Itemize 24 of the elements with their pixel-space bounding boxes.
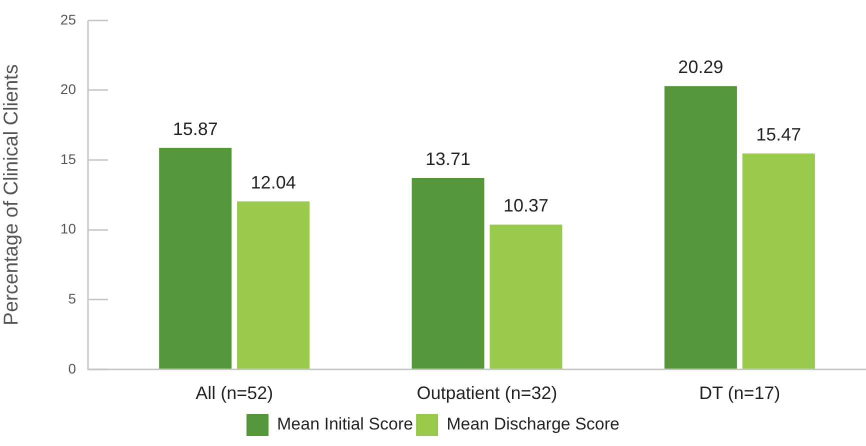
bar	[237, 201, 310, 369]
x-tick-label: DT (n=17)	[699, 383, 780, 404]
bar	[742, 153, 815, 369]
y-tick-label: 20	[60, 81, 76, 98]
y-tick-label: 0	[68, 360, 76, 376]
y-tick-label: 10	[60, 220, 76, 237]
data-label: 20.29	[678, 57, 724, 78]
bar	[664, 86, 737, 369]
legend-label: Mean Initial Score	[277, 414, 414, 434]
data-label: 15.87	[172, 118, 218, 139]
data-label: 12.04	[250, 172, 296, 192]
bar	[412, 178, 484, 369]
bar	[490, 224, 562, 369]
x-tick-label: Outpatient (n=32)	[416, 383, 558, 404]
legend-label: Mean Discharge Score	[446, 414, 620, 434]
y-tick-label: 5	[68, 290, 76, 306]
y-tick-label: 25	[60, 11, 76, 28]
data-label: 10.37	[503, 196, 548, 216]
y-axis-title: Percentage of Clinical Clients	[0, 64, 23, 326]
y-tick-label: 15	[60, 150, 76, 167]
x-tick-label: All (n=52)	[196, 383, 274, 404]
data-label: 13.71	[426, 148, 471, 169]
data-label: 15.47	[756, 124, 802, 144]
bar	[159, 148, 232, 369]
